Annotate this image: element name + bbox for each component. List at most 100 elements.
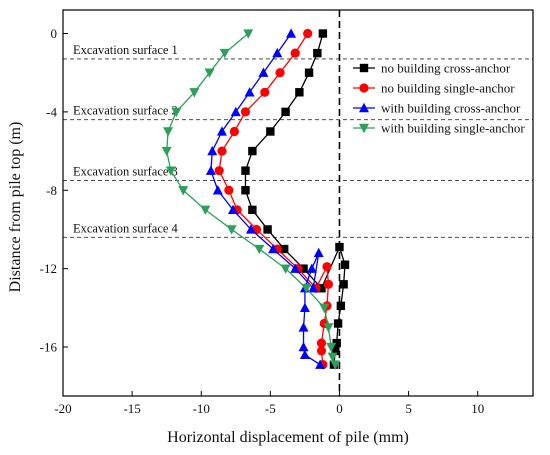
data-point: [205, 165, 216, 175]
data-point: [189, 88, 200, 98]
data-point: [163, 127, 174, 137]
series-4: [161, 29, 341, 370]
data-point: [171, 107, 182, 118]
data-point: [290, 48, 300, 58]
excavation-label-1: Excavation surface 1: [73, 43, 178, 57]
legend-item-3: with building cross-anchor: [353, 101, 521, 116]
x-tick-label: 0: [336, 401, 343, 416]
data-point: [317, 284, 326, 293]
data-point: [327, 352, 338, 363]
y-tick-label: -4: [46, 104, 57, 119]
data-point: [298, 341, 309, 352]
data-point: [260, 87, 270, 97]
legend-label: no building cross-anchor: [381, 61, 511, 76]
data-point: [243, 29, 254, 39]
excavation-label-3: Excavation surface 3: [73, 164, 178, 178]
legend-marker: [359, 83, 369, 93]
data-point: [219, 48, 230, 59]
legend-marker: [359, 123, 369, 134]
x-axis-title: Horizontal displacement of pile (mm): [167, 429, 409, 446]
annotation-layer: Excavation surface 1 Excavation surface 2…: [63, 10, 533, 396]
data-point: [303, 28, 313, 39]
data-point: [301, 284, 312, 294]
data-point: [244, 87, 255, 97]
data-point: [280, 264, 291, 274]
data-point: [258, 67, 269, 77]
data-point: [275, 68, 285, 78]
legend-marker: [359, 102, 369, 113]
x-tick-label: -10: [193, 401, 210, 416]
data-point: [308, 283, 319, 293]
data-point: [313, 247, 324, 258]
data-point: [254, 244, 265, 255]
data-point: [217, 146, 227, 156]
data-point: [306, 263, 317, 273]
data-point: [286, 28, 297, 38]
data-point: [295, 88, 304, 97]
y-tick-label: -16: [40, 340, 58, 355]
legend-label: with building cross-anchor: [381, 101, 521, 116]
data-point: [268, 243, 279, 254]
data-point: [279, 244, 289, 254]
ticks-layer: -20 -15 -10 -5 0 5 10 0 -4 -8 -12 -16: [40, 26, 485, 416]
data-point: [178, 186, 189, 196]
data-point: [204, 68, 215, 78]
data-point: [241, 166, 250, 175]
data-point: [230, 106, 241, 117]
data-point: [313, 48, 322, 58]
series-3: [205, 28, 326, 369]
excavation-label-2: Excavation surface 2: [73, 104, 178, 118]
data-point: [224, 185, 234, 195]
y-tick-label: 0: [51, 26, 58, 41]
data-point: [322, 262, 332, 272]
series-line-4: [166, 33, 336, 365]
data-point: [272, 47, 283, 58]
data-point: [240, 107, 251, 117]
series-line-3: [210, 33, 321, 366]
data-point: [299, 302, 310, 313]
x-tick-label: -20: [54, 401, 71, 416]
data-point: [246, 224, 256, 234]
x-tick-label: -5: [265, 401, 276, 416]
data-point: [216, 126, 227, 136]
series-line-2: [218, 33, 330, 365]
data-point: [318, 29, 328, 38]
data-point: [241, 186, 250, 195]
y-tick-label: -8: [46, 183, 57, 198]
legend: no building cross-anchor no building sing…: [353, 61, 525, 136]
legend-label: with building single-anchor: [381, 121, 525, 136]
data-point: [315, 359, 326, 369]
data-point: [323, 279, 334, 289]
data-point: [212, 185, 223, 195]
data-point: [316, 338, 327, 348]
data-point: [304, 68, 314, 77]
data-point: [281, 107, 290, 117]
legend-item-4: with building single-anchor: [353, 121, 525, 136]
data-point: [161, 146, 172, 157]
data-point: [200, 205, 211, 216]
x-tick-label: -15: [123, 401, 140, 416]
legend-item-2: no building single-anchor: [353, 81, 515, 96]
data-point: [248, 146, 257, 156]
data-point: [319, 303, 330, 314]
data-point: [331, 346, 340, 356]
series-2: [214, 28, 334, 370]
data-point: [298, 322, 309, 332]
y-tick-label: -12: [40, 261, 57, 276]
legend-label: no building single-anchor: [381, 81, 515, 96]
data-point: [226, 225, 237, 235]
plot-frame: [62, 9, 534, 397]
data-point: [165, 166, 176, 176]
data-point: [332, 338, 341, 348]
series-line-1: [244, 33, 346, 365]
data-point: [299, 349, 310, 360]
data-point: [214, 166, 224, 176]
data-point: [316, 346, 327, 356]
data-point: [339, 280, 348, 289]
x-tick-label: 5: [405, 401, 412, 416]
data-point: [207, 145, 218, 156]
legend-marker: [359, 63, 369, 73]
data-point: [229, 126, 240, 137]
data-point: [323, 323, 334, 333]
